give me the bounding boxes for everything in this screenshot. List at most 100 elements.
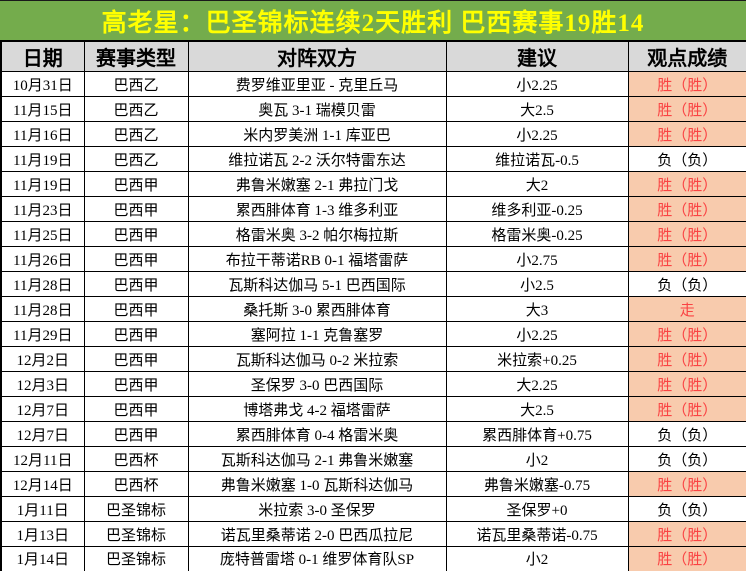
table-row: 1月13日 巴圣锦标 诺瓦里桑蒂诺 2-0 巴西瓜拉尼 诺瓦里桑蒂诺-0.75 胜（胜） (0, 521, 746, 547)
result-cell: 胜（胜） (627, 321, 746, 347)
result-cell: 胜（胜） (627, 221, 746, 247)
league-cell: 巴西甲 (83, 271, 189, 297)
col-header-match: 对阵双方 (187, 40, 447, 72)
col-header-result: 观点成绩 (627, 40, 746, 72)
advice-cell: 格雷米奥-0.25 (445, 221, 629, 247)
advice-cell: 小2.25 (445, 121, 629, 147)
date-cell: 12月7日 (0, 396, 85, 422)
date-cell: 10月31日 (0, 71, 85, 97)
match-cell: 瓦斯科达伽马 5-1 巴西国际 (187, 271, 447, 297)
advice-cell: 小2 (445, 546, 629, 571)
date-cell: 1月11日 (0, 496, 85, 522)
advice-cell: 小2 (445, 446, 629, 472)
col-header-date: 日期 (0, 40, 85, 72)
league-cell: 巴西甲 (83, 371, 189, 397)
header-banner: 高老星：巴圣锦标连续2天胜利 巴西赛事19胜14 (0, 0, 746, 40)
league-cell: 巴西甲 (83, 196, 189, 222)
league-cell: 巴西甲 (83, 221, 189, 247)
match-cell: 弗鲁米嫩塞 2-1 弗拉门戈 (187, 171, 447, 197)
advice-cell: 小2.5 (445, 271, 629, 297)
table-row: 1月11日 巴圣锦标 米拉索 3-0 圣保罗 圣保罗+0 负（负） (0, 496, 746, 522)
match-cell: 累西腓体育 0-4 格雷米奥 (187, 421, 447, 447)
match-cell: 累西腓体育 1-3 维多利亚 (187, 196, 447, 222)
result-cell: 负（负） (627, 271, 746, 297)
table-header-row: 日期 赛事类型 对阵双方 建议 观点成绩 (0, 40, 746, 72)
date-cell: 11月28日 (0, 296, 85, 322)
league-cell: 巴西乙 (83, 96, 189, 122)
result-cell: 负（负） (627, 496, 746, 522)
table-row: 11月29日 巴西甲 塞阿拉 1-1 克鲁塞罗 小2.25 胜（胜） (0, 321, 746, 347)
advice-cell: 维拉诺瓦-0.5 (445, 146, 629, 172)
advice-cell: 米拉索+0.25 (445, 346, 629, 372)
result-cell: 胜（胜） (627, 71, 746, 97)
date-cell: 11月23日 (0, 196, 85, 222)
league-cell: 巴西甲 (83, 296, 189, 322)
match-cell: 弗鲁米嫩塞 1-0 瓦斯科达伽马 (187, 471, 447, 497)
match-cell: 博塔弗戈 4-2 福塔雷萨 (187, 396, 447, 422)
result-cell: 胜（胜） (627, 96, 746, 122)
result-cell: 胜（胜） (627, 521, 746, 547)
results-table: 日期 赛事类型 对阵双方 建议 观点成绩 10月31日 巴西乙 费罗维亚里亚 - 克… (0, 40, 746, 571)
table-row: 12月7日 巴西甲 博塔弗戈 4-2 福塔雷萨 大2.5 胜（胜） (0, 396, 746, 422)
advice-cell: 小2.25 (445, 71, 629, 97)
advice-cell: 累西腓体育+0.75 (445, 421, 629, 447)
table-row: 12月11日 巴西杯 瓦斯科达伽马 2-1 弗鲁米嫩塞 小2 负（负） (0, 446, 746, 472)
table-row: 11月26日 巴西甲 布拉干蒂诺RB 0-1 福塔雷萨 小2.75 胜（胜） (0, 246, 746, 272)
date-cell: 12月7日 (0, 421, 85, 447)
match-cell: 瓦斯科达伽马 0-2 米拉索 (187, 346, 447, 372)
result-cell: 胜（胜） (627, 396, 746, 422)
advice-cell: 弗鲁米嫩塞-0.75 (445, 471, 629, 497)
date-cell: 1月13日 (0, 521, 85, 547)
league-cell: 巴圣锦标 (83, 521, 189, 547)
advice-cell: 大2.25 (445, 371, 629, 397)
league-cell: 巴西乙 (83, 121, 189, 147)
match-cell: 庞特普雷塔 0-1 维罗体育队SP (187, 546, 447, 571)
date-cell: 11月28日 (0, 271, 85, 297)
league-cell: 巴西甲 (83, 171, 189, 197)
date-cell: 12月14日 (0, 471, 85, 497)
match-cell: 格雷米奥 3-2 帕尔梅拉斯 (187, 221, 447, 247)
match-cell: 诺瓦里桑蒂诺 2-0 巴西瓜拉尼 (187, 521, 447, 547)
league-cell: 巴西甲 (83, 421, 189, 447)
match-cell: 塞阿拉 1-1 克鲁塞罗 (187, 321, 447, 347)
league-cell: 巴西乙 (83, 71, 189, 97)
table-body: 10月31日 巴西乙 费罗维亚里亚 - 克里丘马 小2.25 胜（胜） 11月15日 巴西乙… (0, 71, 746, 571)
match-cell: 维拉诺瓦 2-2 沃尔特雷东达 (187, 146, 447, 172)
advice-cell: 小2.25 (445, 321, 629, 347)
result-cell: 走 (627, 296, 746, 322)
result-cell: 胜（胜） (627, 346, 746, 372)
result-cell: 胜（胜） (627, 546, 746, 571)
date-cell: 11月16日 (0, 121, 85, 147)
league-cell: 巴圣锦标 (83, 496, 189, 522)
result-cell: 负（负） (627, 446, 746, 472)
date-cell: 12月3日 (0, 371, 85, 397)
date-cell: 12月2日 (0, 346, 85, 372)
table-row: 11月28日 巴西甲 瓦斯科达伽马 5-1 巴西国际 小2.5 负（负） (0, 271, 746, 297)
result-cell: 胜（胜） (627, 371, 746, 397)
league-cell: 巴圣锦标 (83, 546, 189, 571)
advice-cell: 维多利亚-0.25 (445, 196, 629, 222)
table-row: 11月15日 巴西乙 奥瓦 3-1 瑞模贝雷 大2.5 胜（胜） (0, 96, 746, 122)
table-row: 11月19日 巴西乙 维拉诺瓦 2-2 沃尔特雷东达 维拉诺瓦-0.5 负（负） (0, 146, 746, 172)
date-cell: 11月26日 (0, 246, 85, 272)
advice-cell: 大2 (445, 171, 629, 197)
table-row: 11月23日 巴西甲 累西腓体育 1-3 维多利亚 维多利亚-0.25 胜（胜） (0, 196, 746, 222)
date-cell: 11月15日 (0, 96, 85, 122)
table-row: 11月16日 巴西乙 米内罗美洲 1-1 库亚巴 小2.25 胜（胜） (0, 121, 746, 147)
table-row: 12月2日 巴西甲 瓦斯科达伽马 0-2 米拉索 米拉索+0.25 胜（胜） (0, 346, 746, 372)
table-row: 12月14日 巴西杯 弗鲁米嫩塞 1-0 瓦斯科达伽马 弗鲁米嫩塞-0.75 胜（胜） (0, 471, 746, 497)
table-row: 12月3日 巴西甲 圣保罗 3-0 巴西国际 大2.25 胜（胜） (0, 371, 746, 397)
match-cell: 奥瓦 3-1 瑞模贝雷 (187, 96, 447, 122)
advice-cell: 大3 (445, 296, 629, 322)
match-cell: 布拉干蒂诺RB 0-1 福塔雷萨 (187, 246, 447, 272)
advice-cell: 圣保罗+0 (445, 496, 629, 522)
advice-cell: 小2.75 (445, 246, 629, 272)
date-cell: 11月19日 (0, 146, 85, 172)
league-cell: 巴西甲 (83, 246, 189, 272)
league-cell: 巴西乙 (83, 146, 189, 172)
table-row: 11月25日 巴西甲 格雷米奥 3-2 帕尔梅拉斯 格雷米奥-0.25 胜（胜） (0, 221, 746, 247)
table-row: 10月31日 巴西乙 费罗维亚里亚 - 克里丘马 小2.25 胜（胜） (0, 71, 746, 97)
league-cell: 巴西甲 (83, 346, 189, 372)
match-cell: 桑托斯 3-0 累西腓体育 (187, 296, 447, 322)
